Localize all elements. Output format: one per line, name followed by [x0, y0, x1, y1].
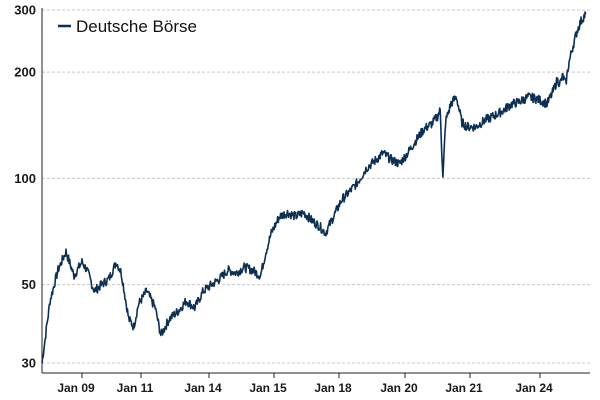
- legend-label-deutsche-boerse: Deutsche Börse: [76, 17, 197, 36]
- x-tick-label-5: Jan 20: [380, 381, 418, 395]
- x-tick-label-6: Jan 21: [445, 381, 483, 395]
- x-axis-ticks: Jan 09 Jan 11 Jan 14 Jan 15 Jan 18 Jan 20 Jan …: [57, 373, 553, 395]
- x-tick-label-0: Jan 09: [57, 381, 95, 395]
- y-tick-label-100: 100: [14, 171, 36, 186]
- x-tick-label-3: Jan 15: [249, 381, 287, 395]
- series-layer: [41, 11, 587, 364]
- legend: Deutsche Börse: [58, 17, 197, 36]
- axes: [41, 8, 590, 374]
- x-tick-label-2: Jan 14: [184, 381, 222, 395]
- y-tick-label-30: 30: [22, 356, 36, 371]
- y-axis-ticks: 30 50 100 200 300: [14, 3, 36, 371]
- y-tick-label-50: 50: [22, 277, 36, 292]
- x-tick-label-7: Jan 24: [515, 381, 553, 395]
- y-tick-label-300: 300: [14, 3, 36, 18]
- x-tick-label-4: Jan 18: [314, 381, 352, 395]
- gridlines: [42, 9, 590, 364]
- y-tick-label-200: 200: [14, 65, 36, 80]
- series-line-deutsche-boerse: [41, 11, 587, 364]
- x-tick-label-1: Jan 11: [117, 381, 154, 395]
